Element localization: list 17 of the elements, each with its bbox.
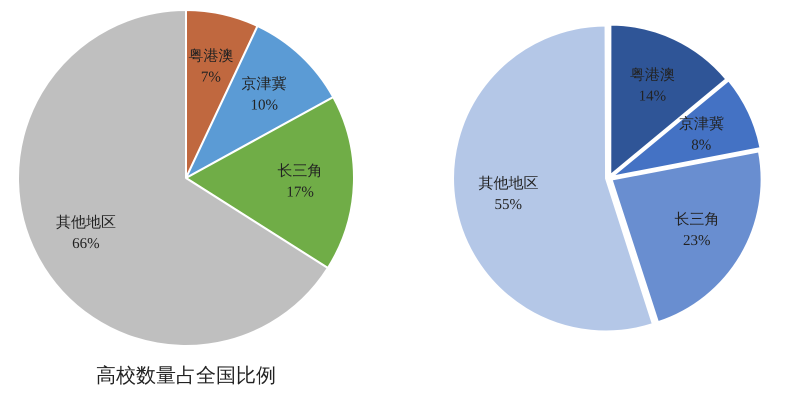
slice-label: 粤港澳 xyxy=(188,47,234,64)
data-label: 8% xyxy=(691,138,712,154)
slice-label: 长三角 xyxy=(278,162,323,180)
data-label: 10% xyxy=(250,98,278,114)
slice-label: 其他地区 xyxy=(56,214,116,231)
slice-label: 长三角 xyxy=(674,210,720,228)
text: 高校数量占全国比例 xyxy=(96,364,276,389)
data-label: 23% xyxy=(683,232,711,249)
data-label: 7% xyxy=(200,69,221,86)
slice-label: 京津冀 xyxy=(242,76,287,93)
data-label: 55% xyxy=(494,196,522,213)
slice-label: 其他地区 xyxy=(478,174,538,192)
slice-label: 京津冀 xyxy=(678,116,724,133)
data-label: 14% xyxy=(638,88,666,105)
data-label: 17% xyxy=(286,184,314,201)
data-label: 66% xyxy=(72,236,100,252)
slice-label: 粤港澳 xyxy=(630,66,675,84)
